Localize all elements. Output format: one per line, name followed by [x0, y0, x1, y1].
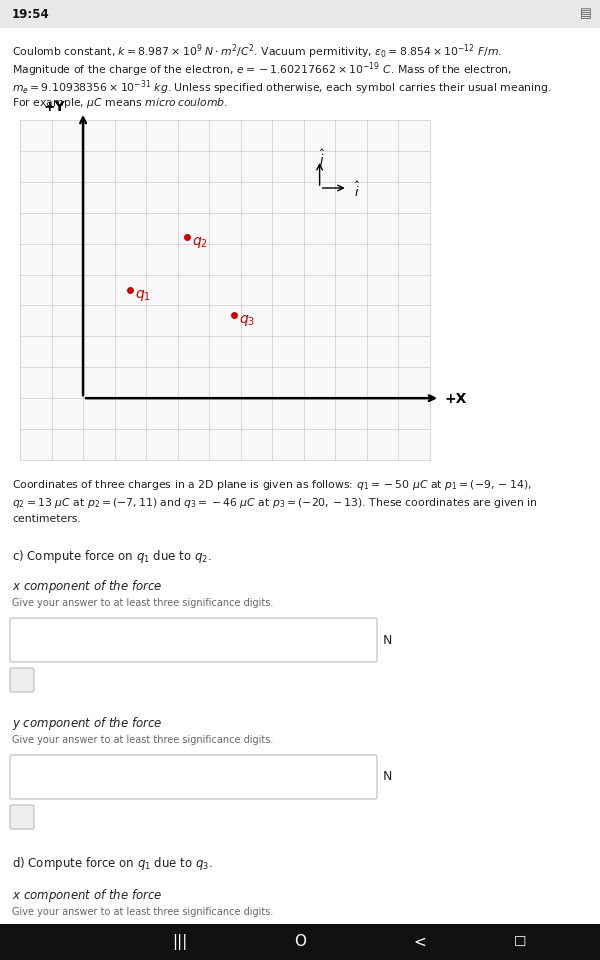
Text: Coordinates of three charges in a 2D plane is given as follows: $q_1 = -50\ \mu : Coordinates of three charges in a 2D pla… — [12, 478, 532, 492]
Text: |||: ||| — [172, 934, 188, 950]
Text: N: N — [383, 771, 392, 783]
Text: Give your answer to at least three significance digits.: Give your answer to at least three signi… — [12, 907, 274, 917]
Text: $\hat{i}$: $\hat{i}$ — [353, 180, 359, 200]
Text: Give your answer to at least three significance digits.: Give your answer to at least three signi… — [12, 598, 274, 608]
Text: Coulomb constant, $k = 8.987 \times 10^9\ N \cdot m^2/C^2$. Vacuum permitivity, : Coulomb constant, $k = 8.987 \times 10^9… — [12, 42, 502, 60]
FancyBboxPatch shape — [10, 755, 377, 799]
Text: $x$ component of the force: $x$ component of the force — [12, 887, 163, 904]
FancyBboxPatch shape — [10, 927, 377, 960]
Text: c) Compute force on $q_1$ due to $q_2$.: c) Compute force on $q_1$ due to $q_2$. — [12, 548, 212, 565]
Text: $q_{2}$: $q_{2}$ — [192, 235, 208, 251]
Text: 19:54: 19:54 — [12, 8, 50, 20]
Text: Magnitude of the charge of the electron, $e = -1.60217662 \times 10^{-19}\ C$. M: Magnitude of the charge of the electron,… — [12, 60, 512, 79]
Text: centimeters.: centimeters. — [12, 514, 81, 524]
Text: N: N — [383, 634, 392, 646]
Text: d) Compute force on $q_1$ due to $q_3$.: d) Compute force on $q_1$ due to $q_3$. — [12, 855, 213, 872]
FancyBboxPatch shape — [10, 668, 34, 692]
Text: N: N — [383, 943, 392, 955]
Text: <: < — [413, 934, 427, 949]
Text: $\hat{j}$: $\hat{j}$ — [318, 148, 325, 170]
Bar — [0, 0, 600, 28]
FancyBboxPatch shape — [10, 618, 377, 662]
Text: $m_e = 9.10938356 \times 10^{-31}\ kg$. Unless specified otherwise, each symbol : $m_e = 9.10938356 \times 10^{-31}\ kg$. … — [12, 78, 552, 97]
Text: ▤: ▤ — [580, 8, 592, 20]
Text: $y$ component of the force: $y$ component of the force — [12, 715, 163, 732]
Text: $x$ component of the force: $x$ component of the force — [12, 578, 163, 595]
Text: $q_{3}$: $q_{3}$ — [239, 313, 256, 327]
Text: +Y: +Y — [43, 100, 65, 114]
Bar — [20, 120, 430, 460]
Text: $q_2 = 13\ \mu C$ at $p_2 = (-7, 11)$ and $q_3 = -46\ \mu C$ at $p_3 = (-20, -13: $q_2 = 13\ \mu C$ at $p_2 = (-7, 11)$ an… — [12, 496, 538, 510]
Text: ☐: ☐ — [514, 935, 526, 949]
Text: Give your answer to at least three significance digits.: Give your answer to at least three signi… — [12, 735, 274, 745]
Text: O: O — [294, 934, 306, 949]
Bar — [0, 924, 600, 960]
Text: $q_{1}$: $q_{1}$ — [136, 288, 151, 303]
Text: +X: +X — [444, 393, 466, 406]
FancyBboxPatch shape — [10, 805, 34, 829]
Text: For example, $\mu C$ means $\mathit{micro\,coulomb}$.: For example, $\mu C$ means $\mathit{micr… — [12, 96, 228, 110]
